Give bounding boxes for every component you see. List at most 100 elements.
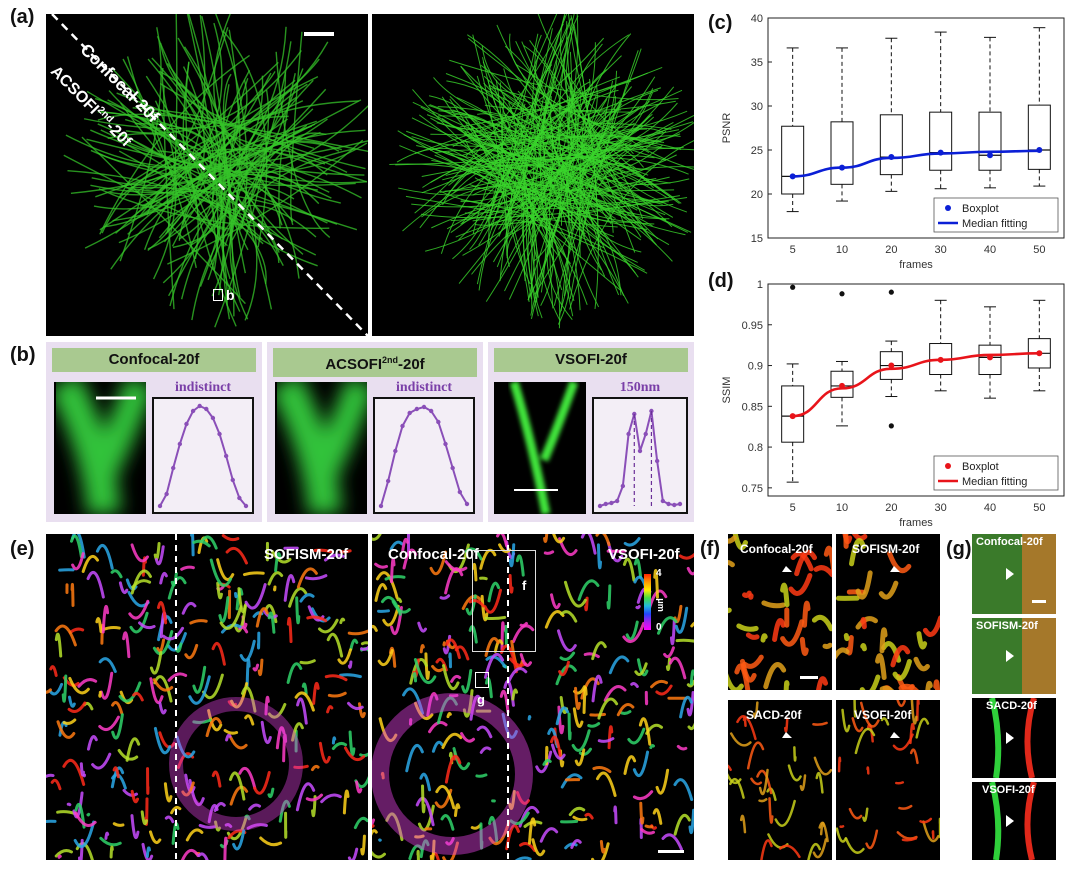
panel-label-c: (c) [708,12,733,34]
arrowhead-icon [782,732,792,738]
roi-label-b: b [226,287,235,303]
profile-point [457,489,463,495]
label-f-sofism: SOFISM-20f [852,542,920,556]
box-iqr [830,121,854,185]
y-axis-label: PSNR [721,113,733,144]
arrowhead-icon [782,566,792,572]
label-f-vsofi: VSOFI-20f [854,708,912,722]
header-acsofi-20f: ACSOFI2nd-20f [273,348,477,377]
panel-label-e: (e) [10,538,35,560]
x-tick-label: 20 [885,244,897,256]
intensity-profile-vsofi [592,397,688,514]
x-tick-label: 10 [836,244,848,256]
scale-bar-e [658,850,684,853]
roi-box-b [213,289,223,301]
diagonal-divider [51,14,368,336]
mitochondria-texture [836,700,940,854]
y-axis-label: SSIM [721,377,733,404]
box-iqr [1027,104,1051,170]
profile-point [171,465,176,471]
profile-line [159,404,247,507]
panel-g-sofism: SOFISM-20f [972,618,1056,694]
y-tick-label: 20 [751,189,763,201]
panel-e-left-image: SOFISM-20f [46,534,368,860]
y-tick-label: 35 [751,57,763,69]
roi-box-f [472,550,536,652]
profile-point [237,495,242,501]
x-tick-label: 30 [935,244,947,256]
panel-label-b: (b) [10,344,36,366]
fluorescence-blur [275,382,367,514]
profile-point [243,503,249,509]
y-tick-label: 40 [751,13,763,25]
header-vsofi-20f: VSOFI-20f [494,348,688,372]
x-tick-label: 50 [1033,244,1045,256]
profile-point [614,498,620,504]
panel-b-confocal: Confocal-20f indistinct [46,342,262,522]
roi-label-g: g [477,692,485,707]
ssim-boxplot-chart: 0.75 0.8 0.85 0.9 0.95 1 5 10 20 30 40 50 frames SSIM… [721,279,1065,529]
label-g-confocal: Confocal-20f [976,536,1043,548]
profile-point [464,501,470,507]
x-axis-label: frames [899,517,933,529]
y-tick-label: 1 [757,279,763,291]
mito-strand [1024,782,1037,860]
label-sofism-20f: SOFISM-20f [264,546,349,563]
colorbar-max-label: 4 [656,568,662,579]
box-iqr [781,125,805,195]
panel-g-sacd: SACD-20f [972,698,1056,778]
psnr-boxplot-chart: 15 20 25 30 35 40 5 10 20 30 40 50 frames PSNR Boxplot… [721,13,1065,271]
profile-point [378,503,384,509]
median-fit-curve [792,149,1040,178]
box-iqr [929,111,953,171]
intensity-profile-acsofi [373,397,475,514]
blur-bg [1022,618,1056,694]
outlier-point [790,284,796,290]
mitochondria-texture [372,534,694,860]
profile-point [407,410,412,416]
profile-point [400,423,405,429]
profile-point [197,403,202,409]
mito-strand [989,698,1002,778]
legend-box [933,197,1059,233]
panel-label-a: (a) [10,6,35,28]
panel-f-vsofi: VSOFI-20f [836,700,940,860]
profile-point [230,477,235,483]
panel-a-right-image [372,14,694,336]
profile-point [443,441,448,447]
x-tick-label: 40 [984,502,996,514]
microtubule-confocal-acsofi-image [51,14,368,336]
arrowhead-icon [1006,732,1014,744]
x-tick-label: 5 [790,502,796,514]
acsofi-crop-image [275,382,367,514]
panel-a-left-image: Confocal-20f ACSOFI2nd-20f b [46,14,368,336]
legend-marker-boxplot [945,205,951,211]
y-tick-label: 0.8 [748,442,763,454]
legend-label-boxplot: Boxplot [962,461,999,473]
roi-label-f: f [522,578,527,593]
profile-point [177,441,183,447]
x-tick-label: 40 [984,244,996,256]
panel-b-acsofi: ACSOFI2nd-20f indistinct [267,342,483,522]
panel-label-f: (f) [700,538,720,560]
arrowhead-icon [890,566,900,572]
panel-f-sofism: SOFISM-20f [836,534,940,690]
x-tick-label: 5 [790,244,796,256]
profile-point [603,501,608,507]
label-f-confocal: Confocal-20f [740,542,813,556]
profile-point [428,408,434,414]
panel-g-vsofi: VSOFI-20f [972,782,1056,860]
fluorescence-blur [54,382,146,514]
profile-point [164,491,169,497]
roi-box-g [475,672,489,688]
profile-point [597,503,603,509]
mitochondria-texture [836,534,940,690]
median-point [987,152,993,159]
profile-title-vsofi: 150nm [619,380,661,395]
panel-label-d: (d) [708,270,734,292]
profile-title-acsofi: indistinct [395,380,452,395]
arrowhead-icon [890,732,900,738]
mito-strand [1024,698,1037,778]
profile-frame [373,397,475,514]
outlier-point [839,291,845,297]
